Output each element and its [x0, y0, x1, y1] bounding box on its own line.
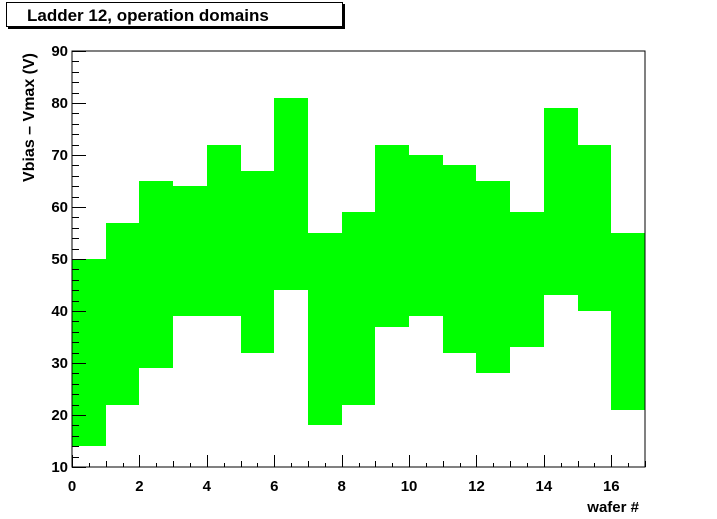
- bar: [274, 98, 308, 290]
- bar: [342, 212, 375, 405]
- x-tick-label: 8: [337, 478, 345, 495]
- y-tick-label: 60: [51, 199, 68, 216]
- x-tick-label: 10: [401, 478, 418, 495]
- bar: [578, 145, 611, 311]
- bar: [611, 233, 645, 410]
- chart-title: Ladder 12, operation domains: [27, 6, 269, 25]
- y-tick-label: 20: [51, 407, 68, 424]
- bar: [476, 181, 510, 373]
- bar: [443, 165, 476, 353]
- x-tick-label: 6: [270, 478, 278, 495]
- y-tick-label: 80: [51, 95, 68, 112]
- x-tick-label: 2: [135, 478, 143, 495]
- bar: [308, 233, 342, 425]
- x-tick-label: 12: [468, 478, 485, 495]
- bar: [139, 181, 173, 368]
- bar: [72, 259, 106, 446]
- x-tick-label: 0: [68, 478, 76, 495]
- y-tick-label: 40: [51, 303, 68, 320]
- x-tick-label: 14: [536, 478, 553, 495]
- bar: [106, 223, 139, 405]
- bar: [510, 212, 544, 347]
- bar: [207, 145, 241, 316]
- bars-layer: [72, 98, 645, 446]
- bar: [173, 186, 207, 316]
- ticks-layer: 0 2 4 6 8 10 12 14 16 10 20 30 40 50 60 70 80 90: [51, 43, 646, 495]
- x-tick-label: 4: [203, 478, 212, 495]
- bar: [375, 145, 409, 327]
- bar: [544, 108, 578, 295]
- x-tick-label: 16: [603, 478, 620, 495]
- y-tick-label: 10: [51, 459, 68, 476]
- y-tick-label: 50: [51, 251, 68, 268]
- x-axis-label: wafer #: [586, 499, 639, 516]
- y-tick-label: 70: [51, 147, 68, 164]
- y-axis-label: Vbias – Vmax (V): [21, 53, 38, 182]
- bar: [409, 155, 443, 316]
- y-tick-label: 30: [51, 355, 68, 372]
- bar: [241, 171, 274, 353]
- y-tick-label: 90: [51, 43, 68, 60]
- chart-title-box: Ladder 12, operation domains: [6, 2, 343, 27]
